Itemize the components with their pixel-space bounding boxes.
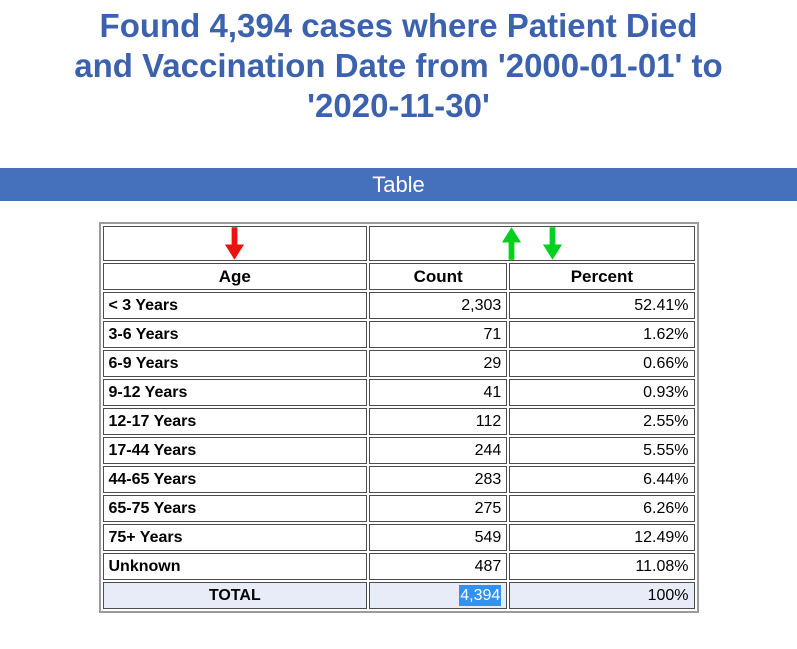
table-row: 9-12 Years 41 0.93%	[102, 379, 695, 406]
count-cell: 71	[369, 321, 508, 348]
count-cell: 244	[369, 437, 508, 464]
count-cell: 275	[369, 495, 508, 522]
age-cell: < 3 Years	[102, 292, 368, 319]
table-row: Unknown 487 11.08%	[102, 553, 695, 580]
column-header-age: Age	[102, 263, 368, 290]
age-cell: 12-17 Years	[102, 408, 368, 435]
column-header-percent: Percent	[509, 263, 695, 290]
table-row: < 3 Years 2,303 52.41%	[102, 292, 695, 319]
column-header-count: Count	[369, 263, 508, 290]
sort-ascending-icon[interactable]	[500, 227, 523, 260]
age-cell: 44-65 Years	[102, 466, 368, 493]
percent-cell: 6.44%	[509, 466, 695, 493]
table-row: 17-44 Years 244 5.55%	[102, 437, 695, 464]
percent-cell: 0.93%	[509, 379, 695, 406]
age-cell: 65-75 Years	[102, 495, 368, 522]
page-title-line: Found 4,394 cases where Patient Died	[99, 7, 698, 44]
table-section-header-label: Table	[372, 172, 425, 197]
percent-cell: 0.66%	[509, 350, 695, 377]
sort-controls-row	[102, 226, 695, 261]
count-cell: 112	[369, 408, 508, 435]
age-cell: 17-44 Years	[102, 437, 368, 464]
age-sort-cell[interactable]	[102, 226, 368, 261]
age-cell: 9-12 Years	[102, 379, 368, 406]
percent-cell: 5.55%	[509, 437, 695, 464]
table-row: 3-6 Years 71 1.62%	[102, 321, 695, 348]
table-row: 12-17 Years 112 2.55%	[102, 408, 695, 435]
total-percent-cell: 100%	[509, 582, 695, 609]
column-header-row: Age Count Percent	[102, 263, 695, 290]
page-title-line: '2020-11-30'	[307, 87, 490, 124]
age-cell: 3-6 Years	[102, 321, 368, 348]
percent-cell: 6.26%	[509, 495, 695, 522]
age-cell: Unknown	[102, 553, 368, 580]
count-cell: 283	[369, 466, 508, 493]
total-row: TOTAL 4,394 100%	[102, 582, 695, 609]
count-cell: 41	[369, 379, 508, 406]
total-count-cell: 4,394	[369, 582, 508, 609]
table-section-header: Table	[0, 168, 797, 201]
table-row: 75+ Years 549 12.49%	[102, 524, 695, 551]
count-cell: 487	[369, 553, 508, 580]
percent-cell: 11.08%	[509, 553, 695, 580]
count-sort-cell[interactable]	[369, 226, 695, 261]
table-row: 44-65 Years 283 6.44%	[102, 466, 695, 493]
age-cell: 75+ Years	[102, 524, 368, 551]
percent-cell: 2.55%	[509, 408, 695, 435]
results-table: Age Count Percent < 3 Years 2,303 52.41%…	[98, 222, 699, 613]
percent-cell: 1.62%	[509, 321, 695, 348]
count-cell: 2,303	[369, 292, 508, 319]
count-cell: 29	[369, 350, 508, 377]
sort-descending-icon[interactable]	[541, 227, 564, 260]
page-title: Found 4,394 cases where Patient Died and…	[0, 6, 797, 126]
count-cell: 549	[369, 524, 508, 551]
percent-cell: 52.41%	[509, 292, 695, 319]
sort-descending-icon[interactable]	[223, 227, 246, 260]
page-title-line: and Vaccination Date from '2000-01-01' t…	[74, 47, 723, 84]
total-count-selected-text: 4,394	[459, 584, 502, 606]
table-row: 6-9 Years 29 0.66%	[102, 350, 695, 377]
percent-cell: 12.49%	[509, 524, 695, 551]
age-cell: 6-9 Years	[102, 350, 368, 377]
total-label-cell: TOTAL	[102, 582, 368, 609]
table-row: 65-75 Years 275 6.26%	[102, 495, 695, 522]
